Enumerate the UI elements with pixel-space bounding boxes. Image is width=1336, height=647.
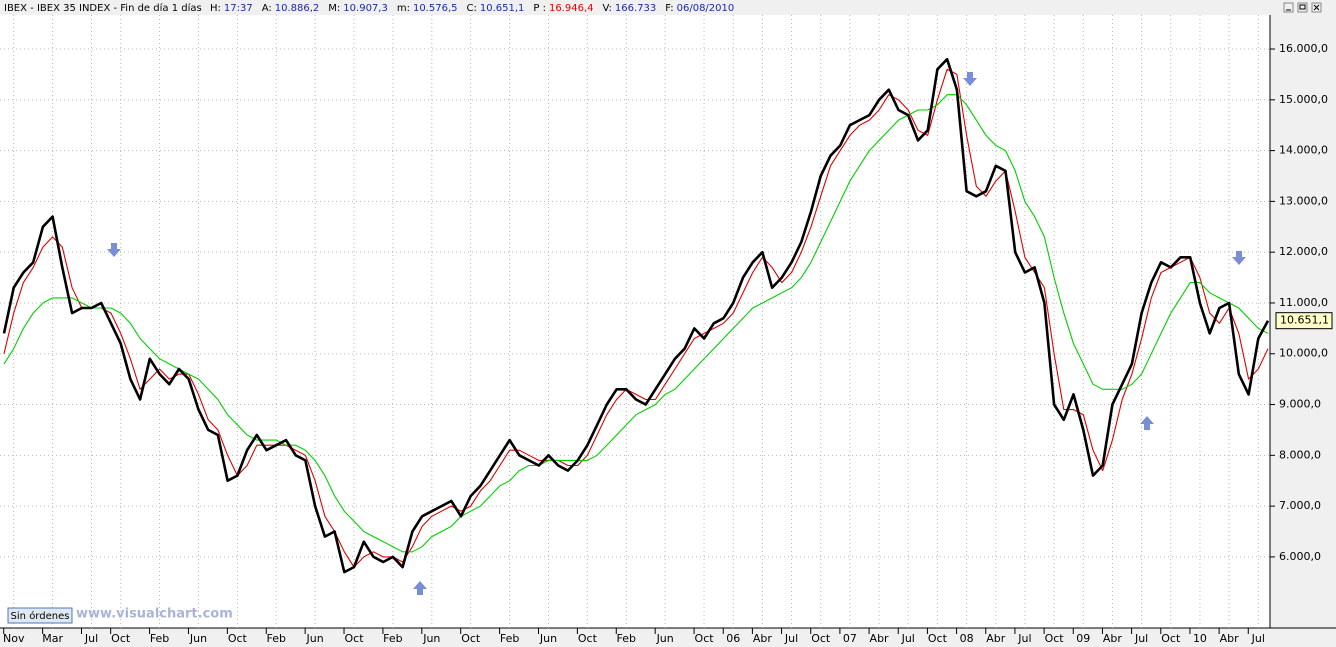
x-tick-label: Mar <box>42 632 63 645</box>
info-value: 06/08/2010 <box>677 3 735 14</box>
header: IBEX - IBEX 35 INDEX - Fin de día 1 días… <box>4 2 734 14</box>
y-tick-label: 10.000,0 <box>1279 347 1328 360</box>
info-label: H: <box>210 3 221 14</box>
x-tick-label: Abr <box>1220 632 1240 645</box>
x-tick-label: Jun <box>656 632 674 645</box>
info-label: m: <box>397 3 410 14</box>
x-tick-label: Jul <box>1017 632 1031 645</box>
x-tick-label: Oct <box>811 632 831 645</box>
orders-button[interactable] <box>7 607 73 624</box>
info-label: V: <box>602 3 611 14</box>
minimize[interactable] <box>1283 2 1294 13</box>
x-tick-label: Jul <box>784 632 798 645</box>
x-tick-label: Oct <box>345 632 365 645</box>
series-line <box>2 57 1270 574</box>
signal-arrows <box>107 72 1246 595</box>
x-tick-label: Abr <box>870 632 890 645</box>
x-tick-label: Oct <box>695 632 715 645</box>
info-label: P : <box>533 3 546 14</box>
x-tick-label: Oct <box>928 632 948 645</box>
x-tick-label: 07 <box>843 632 857 645</box>
info-label: C: <box>466 3 476 14</box>
close[interactable] <box>1311 2 1322 13</box>
arrow-down <box>1232 251 1246 265</box>
info-label: A: <box>262 3 272 14</box>
arrow-up <box>413 581 427 595</box>
series-line <box>3 68 1269 568</box>
grid: 6.000,0 7.000,0 8.000,0 9.000,0 10.000,0 11.0… <box>0 15 1328 645</box>
info-value: 166.733 <box>615 3 656 14</box>
x-tick-label: Oct <box>461 632 481 645</box>
y-tick-label: 9.000,0 <box>1279 398 1321 411</box>
arrow-up <box>1140 416 1154 430</box>
info-value: 17:37 <box>224 3 253 14</box>
plot <box>2 57 1270 574</box>
x-axis-bar <box>0 628 1336 647</box>
window-controls[interactable] <box>1283 2 1322 13</box>
x-tick-label: 08 <box>960 632 974 645</box>
x-tick-label: Jul <box>901 632 915 645</box>
arrow-down <box>963 72 977 86</box>
x-tick-label: Oct <box>1045 632 1065 645</box>
info-label: M: <box>328 3 340 14</box>
watermark: www.visualchart.com <box>76 607 233 622</box>
y-tick-label: 16.000,0 <box>1279 42 1328 55</box>
x-tick-label: Jun <box>306 632 324 645</box>
info-value: 10.651,1 <box>480 3 525 14</box>
x-tick-label: Oct <box>228 632 248 645</box>
x-tick-label: Oct <box>578 632 598 645</box>
header-title: IBEX - IBEX 35 INDEX - Fin de día 1 días <box>4 2 202 14</box>
x-tick-label: Oct <box>111 632 131 645</box>
info-label: F: <box>665 3 673 14</box>
y-tick-label: 13.000,0 <box>1279 194 1328 207</box>
restore[interactable] <box>1297 2 1308 13</box>
x-tick-label: 10 <box>1193 632 1207 645</box>
x-tick-label: Feb <box>383 632 402 645</box>
x-tick-label: Jul <box>1134 632 1148 645</box>
x-tick-label: 09 <box>1076 632 1090 645</box>
info-value: 10.886,2 <box>275 3 320 14</box>
orders-button-label: Sin órdenes <box>11 610 70 622</box>
x-tick-label: Oct <box>1161 632 1181 645</box>
close-icon <box>1313 4 1320 11</box>
x-tick-label: Feb <box>617 632 636 645</box>
y-tick-label: 12.000,0 <box>1279 245 1328 258</box>
info-value: 10.576,5 <box>413 3 458 14</box>
series-line <box>3 94 1269 553</box>
y-tick-label: 11.000,0 <box>1279 296 1328 309</box>
header-bar <box>0 0 1336 15</box>
x-tick-label: Feb <box>267 632 286 645</box>
arrow-down <box>107 243 121 257</box>
y-tick-label: 15.000,0 <box>1279 93 1328 106</box>
x-tick-label: Jun <box>539 632 557 645</box>
x-tick-label: Jun <box>422 632 440 645</box>
x-tick-label: Nov <box>3 632 25 645</box>
x-tick-label: Jun <box>189 632 207 645</box>
info-value: 16.946,4 <box>549 3 594 14</box>
last-value-box <box>1275 312 1333 330</box>
y-tick-label: 8.000,0 <box>1279 448 1321 461</box>
x-tick-label: 06 <box>726 632 740 645</box>
restore-icon <box>1299 4 1306 10</box>
x-tick-label: Abr <box>753 632 773 645</box>
y-tick-label: 14.000,0 <box>1279 144 1328 157</box>
y-tick-label: 7.000,0 <box>1279 499 1321 512</box>
x-tick-label: Feb <box>500 632 519 645</box>
x-tick-label: Abr <box>986 632 1006 645</box>
x-tick-label: Abr <box>1103 632 1123 645</box>
x-tick-label: Jul <box>84 632 98 645</box>
x-tick-label: Feb <box>150 632 169 645</box>
info-value: 10.907,3 <box>343 3 388 14</box>
last-value-label: 10.651,1 <box>1280 314 1329 327</box>
x-tick-label: Jul <box>1251 632 1265 645</box>
y-tick-label: 6.000,0 <box>1279 550 1321 563</box>
